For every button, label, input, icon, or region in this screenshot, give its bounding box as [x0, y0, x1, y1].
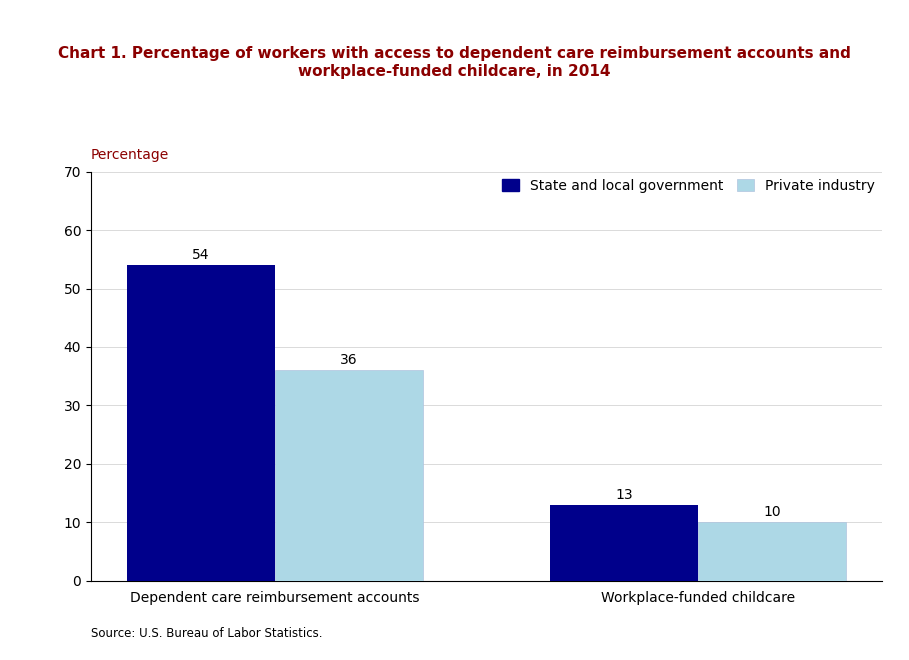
- Bar: [698, 522, 845, 581]
- Text: Chart 1. Percentage of workers with access to dependent care reimbursement accou: Chart 1. Percentage of workers with acce…: [58, 46, 851, 79]
- Text: Percentage: Percentage: [91, 148, 169, 162]
- Text: Source: U.S. Bureau of Labor Statistics.: Source: U.S. Bureau of Labor Statistics.: [91, 627, 323, 640]
- Text: 54: 54: [192, 248, 210, 262]
- Text: 36: 36: [340, 354, 357, 368]
- Bar: [127, 265, 275, 581]
- Text: 10: 10: [763, 506, 781, 519]
- Bar: [275, 370, 423, 581]
- Text: 13: 13: [615, 488, 633, 502]
- Bar: [550, 505, 698, 581]
- Legend: State and local government, Private industry: State and local government, Private indu…: [502, 179, 874, 193]
